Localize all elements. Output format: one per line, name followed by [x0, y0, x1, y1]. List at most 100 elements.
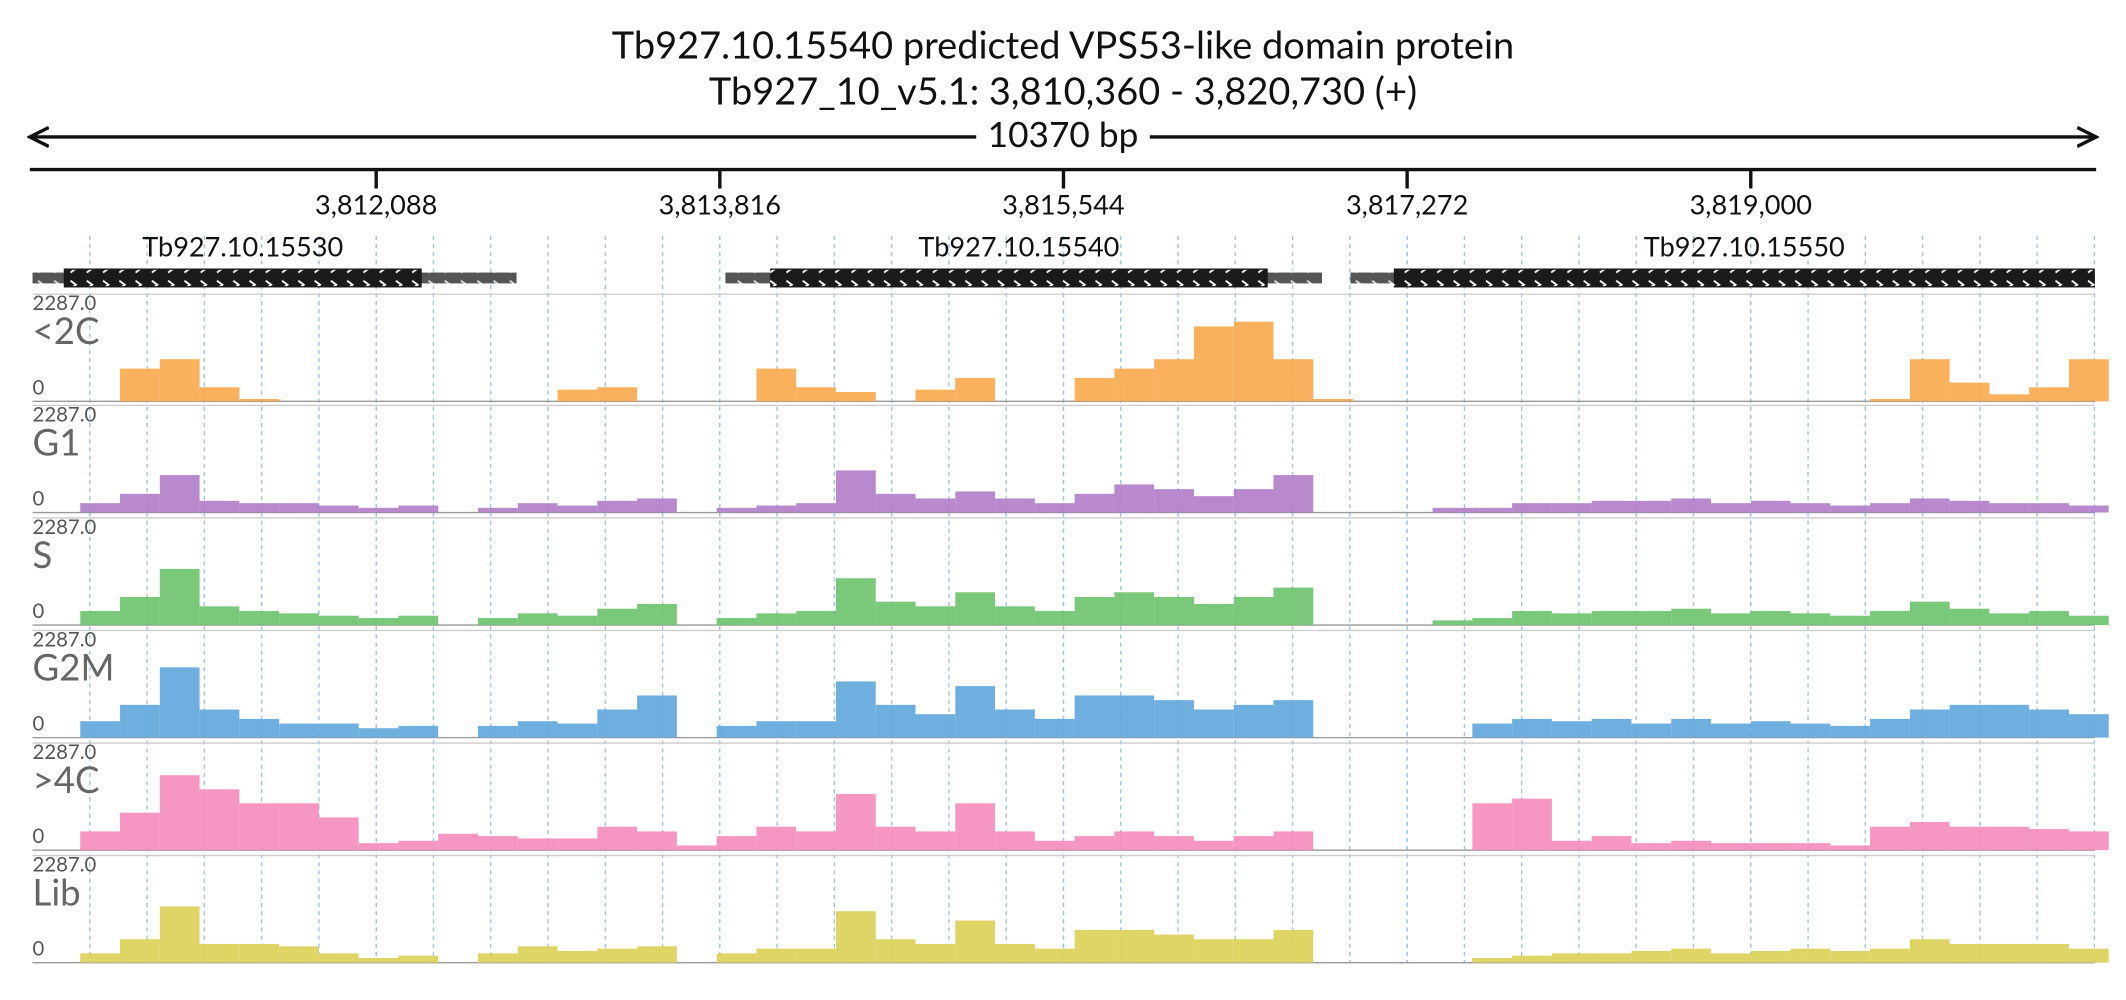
coverage-bar: [1949, 826, 1990, 851]
coverage-bar: [756, 826, 797, 851]
coverage-bar: [239, 943, 280, 963]
coverage-bar: [1034, 611, 1075, 626]
coverage-bar: [1512, 503, 1552, 513]
length-label: 10370 bp: [988, 112, 1139, 155]
coverage-bar: [835, 793, 876, 851]
coverage-bar: [1233, 321, 1274, 402]
coverage-bar: [915, 714, 956, 738]
coverage-bar: [1671, 498, 1711, 513]
coverage-bar: [398, 840, 439, 851]
coverage-bar: [1631, 611, 1672, 626]
track-name: G2M: [33, 644, 115, 688]
track-zero: 0: [33, 375, 45, 399]
coverage-bar: [120, 939, 160, 963]
track-name: <2C: [33, 308, 100, 352]
coverage-bar: [1631, 950, 1672, 963]
coverage-bar: [1989, 394, 2030, 402]
coverage-bar: [1472, 803, 1513, 851]
coverage-bar: [1154, 934, 1194, 963]
coverage-bar: [557, 723, 598, 738]
coverage-bar: [796, 721, 836, 738]
coverage-bar: [915, 831, 956, 851]
track-zero: 0: [33, 486, 45, 510]
coverage-bar: [199, 500, 240, 513]
coverage-bar: [796, 831, 836, 851]
coverage-bar: [835, 391, 876, 402]
coverage-bar: [875, 601, 916, 626]
coverage-bar: [995, 606, 1035, 626]
coverage-bar: [1074, 377, 1115, 402]
x-tick-label: 3,819,000: [1690, 187, 1812, 220]
coverage-bar: [637, 604, 677, 626]
coverage-bar: [1909, 822, 1950, 851]
coverage-bar: [637, 831, 677, 851]
coverage-bar: [995, 709, 1035, 738]
coverage-bar: [1233, 596, 1274, 626]
gene-label: Tb927.10.15550: [1644, 229, 1845, 262]
coverage-bar: [1710, 843, 1751, 851]
coverage-bar: [1432, 620, 1473, 626]
coverage-bar: [1870, 948, 1910, 963]
coverage-bar: [1273, 700, 1314, 738]
coverage-bar: [1710, 613, 1751, 626]
coverage-bar: [517, 613, 558, 626]
coverage-bar: [597, 500, 638, 513]
coverage-bar: [1671, 608, 1711, 626]
track-zero: 0: [33, 937, 45, 961]
coverage-bar: [557, 505, 598, 513]
coverage-bar: [1591, 718, 1632, 738]
coverage-bar: [1631, 723, 1672, 738]
coverage-bar: [318, 723, 359, 738]
coverage-bar: [1074, 596, 1115, 626]
coverage-bar: [1193, 326, 1234, 402]
coverage-bar: [1154, 489, 1194, 513]
coverage-bar: [478, 836, 518, 851]
coverage-bar: [2068, 505, 2109, 513]
track-max: 2287.0: [33, 853, 97, 877]
gene-cds-chevrons: [63, 269, 422, 287]
coverage-bar: [1949, 500, 1990, 513]
coverage-bar: [1154, 836, 1194, 851]
coverage-bar: [1591, 500, 1632, 513]
coverage-bar: [1193, 496, 1234, 513]
coverage-bar: [1233, 489, 1274, 513]
track-max: 2287.0: [33, 402, 97, 426]
coverage-bar: [120, 368, 160, 402]
coverage-bar: [478, 953, 518, 963]
track-name: >4C: [33, 757, 100, 801]
coverage-bar: [398, 615, 439, 626]
coverage-bar: [995, 831, 1035, 851]
track-max: 2287.0: [33, 740, 97, 764]
coverage-bar: [915, 943, 956, 963]
coverage-bar: [716, 725, 757, 738]
coverage-bar: [915, 606, 956, 626]
x-tick-label: 3,815,544: [1002, 187, 1124, 220]
coverage-bar: [1154, 359, 1194, 402]
coverage-bar: [2029, 387, 2069, 402]
coverage-bar: [1949, 382, 1990, 402]
coverage-bar: [1034, 948, 1075, 963]
coverage-bar: [80, 953, 121, 963]
coverage-bar: [318, 505, 359, 513]
coverage-bar: [159, 775, 200, 851]
coverage-bar: [398, 955, 439, 963]
x-tick-label: 3,813,816: [659, 187, 781, 220]
coverage-bar: [1114, 695, 1155, 738]
coverage-bar: [1870, 718, 1910, 738]
coverage-bar: [557, 389, 598, 402]
coverage-bar: [517, 503, 558, 513]
coverage-bar: [1750, 950, 1791, 963]
coverage-bar: [637, 498, 677, 513]
coverage-bar: [1710, 503, 1751, 513]
coverage-bar: [1949, 608, 1990, 626]
coverage-bar: [995, 498, 1035, 513]
coverage-bar: [796, 387, 836, 402]
coverage-bar: [517, 721, 558, 738]
coverage-bar: [1114, 368, 1155, 402]
coverage-bar: [478, 725, 518, 738]
coverage-bar: [2029, 611, 2069, 626]
gene-label: Tb927.10.15530: [142, 229, 343, 262]
coverage-bar: [1273, 359, 1314, 402]
coverage-bar: [1989, 704, 2030, 738]
coverage-bar: [1551, 840, 1592, 851]
